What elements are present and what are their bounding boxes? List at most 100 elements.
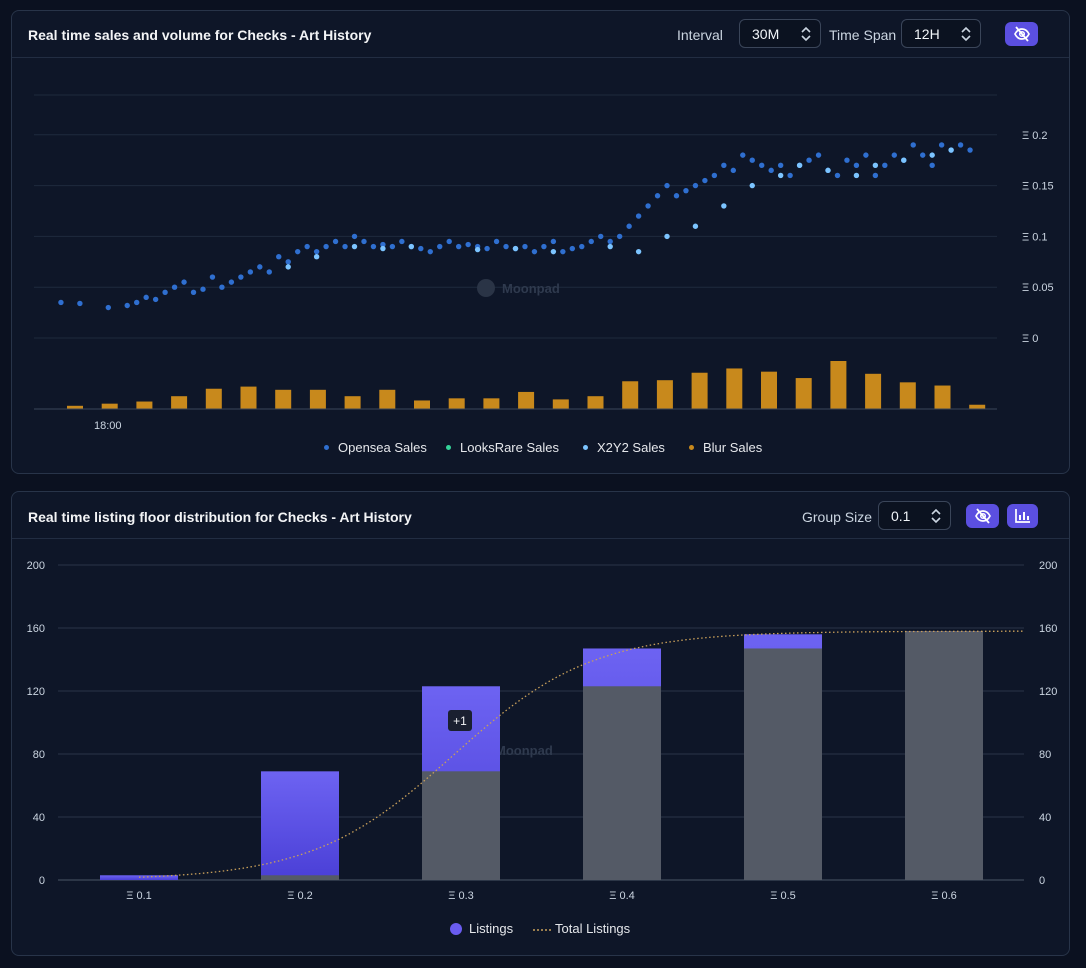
sale-point <box>465 241 471 248</box>
hide-series-button[interactable] <box>966 504 999 528</box>
volume-bar <box>587 396 604 409</box>
sale-point <box>266 269 272 275</box>
legend-looksrare[interactable]: LooksRare Sales <box>446 440 559 455</box>
sale-point <box>844 157 850 163</box>
sale-point <box>711 172 718 179</box>
sale-point <box>408 243 415 250</box>
legend-blur[interactable]: Blur Sales <box>689 440 762 455</box>
sales-volume-panel: Real time sales and volume for Checks - … <box>11 10 1070 474</box>
y-tick-label-left: 40 <box>33 812 45 824</box>
sale-point <box>749 182 755 189</box>
sale-point <box>77 300 83 307</box>
hide-series-button[interactable] <box>1005 22 1038 46</box>
legend-label: Listings <box>469 921 514 936</box>
updown-chevron-icon <box>961 26 971 42</box>
sale-point <box>503 243 509 250</box>
sale-point <box>702 177 708 184</box>
y-tick-label-right: 120 <box>1039 686 1057 698</box>
volume-bar <box>518 391 535 409</box>
legend-label: LooksRare Sales <box>460 440 559 455</box>
sale-point <box>152 296 159 303</box>
sale-point <box>721 203 727 209</box>
y-tick-label: Ξ 0.05 <box>1022 282 1054 294</box>
listing-bar <box>100 875 178 880</box>
sale-point <box>380 245 386 252</box>
sale-point <box>815 152 822 158</box>
group-size-select[interactable]: 0.1 <box>878 501 951 530</box>
volume-bar <box>101 403 118 409</box>
sale-point <box>796 162 803 168</box>
y-tick-label: Ξ 0.2 <box>1022 130 1048 142</box>
sale-point <box>361 238 367 245</box>
sale-point <box>891 152 897 158</box>
sale-point <box>285 264 291 270</box>
sale-point <box>550 238 557 245</box>
sale-point <box>635 248 642 255</box>
chart-type-button[interactable] <box>1007 504 1038 528</box>
sale-point <box>777 172 784 179</box>
y-tick-label-left: 160 <box>27 623 45 635</box>
legend-total-listings[interactable]: Total Listings <box>533 921 630 936</box>
prior-listing-bar <box>261 875 339 880</box>
sale-point <box>313 254 320 260</box>
legend-listings[interactable]: Listings <box>450 921 513 936</box>
volume-bar <box>171 396 188 409</box>
sale-point <box>806 157 812 163</box>
sale-point <box>853 172 860 179</box>
interval-select[interactable]: 30M <box>739 19 821 48</box>
prior-listing-bar <box>744 648 822 880</box>
sale-point <box>872 172 879 179</box>
sale-point <box>692 223 699 229</box>
sale-point <box>209 274 216 280</box>
volume-bar <box>899 382 916 409</box>
sale-point <box>351 243 358 250</box>
x-tick-label: Ξ 0.4 <box>609 890 635 902</box>
sale-point <box>58 299 64 306</box>
sale-point <box>901 157 907 163</box>
sale-point <box>219 284 225 290</box>
watermark-logo <box>477 279 495 297</box>
volume-bar <box>205 388 222 409</box>
y-tick-label-left: 80 <box>33 749 45 761</box>
sales-scatter-chart: Ξ 0.2 Ξ 0.15 Ξ 0.1 Ξ 0.05 Ξ 0 Moonpad 18:00 <box>34 94 1054 432</box>
sale-point <box>323 243 329 250</box>
sale-point <box>238 274 244 280</box>
volume-bar <box>379 389 396 409</box>
legend-x2y2[interactable]: X2Y2 Sales <box>583 440 665 455</box>
volume-bar <box>795 378 812 409</box>
x-tick-label: Ξ 0.3 <box>448 890 474 902</box>
sale-point <box>493 238 500 245</box>
group-size-value: 0.1 <box>891 508 911 524</box>
sale-point <box>484 245 490 252</box>
sale-point <box>437 243 443 250</box>
timespan-select[interactable]: 12H <box>901 19 981 48</box>
sale-point <box>313 248 320 255</box>
sale-point <box>190 289 197 295</box>
listing-bar <box>261 771 339 880</box>
sale-point <box>342 243 348 250</box>
sale-point <box>664 182 670 189</box>
x-tick-label: Ξ 0.1 <box>126 890 152 902</box>
sale-point <box>626 223 632 229</box>
y-tick-label-right: 40 <box>1039 812 1051 824</box>
x-tick-label: Ξ 0.6 <box>931 890 957 902</box>
sale-point <box>134 299 140 306</box>
y-tick-label-left: 120 <box>27 686 45 698</box>
sale-point <box>721 162 727 168</box>
sale-point <box>929 152 935 158</box>
sale-point <box>759 162 765 168</box>
sale-point <box>531 248 538 255</box>
legend-label: Total Listings <box>555 921 631 936</box>
sale-point <box>872 162 879 168</box>
timespan-label: Time Span <box>829 27 897 43</box>
y-tick-label: Ξ 0 <box>1022 333 1038 345</box>
updown-chevron-icon <box>801 26 811 42</box>
sale-point <box>399 238 405 245</box>
sale-point <box>370 243 377 250</box>
y-tick-label-right: 200 <box>1039 560 1057 572</box>
sale-point <box>787 172 793 179</box>
legend-opensea[interactable]: Opensea Sales <box>324 440 427 455</box>
sale-point <box>418 245 424 252</box>
volume-bar <box>275 389 292 409</box>
bar-chart-icon <box>1015 509 1030 523</box>
